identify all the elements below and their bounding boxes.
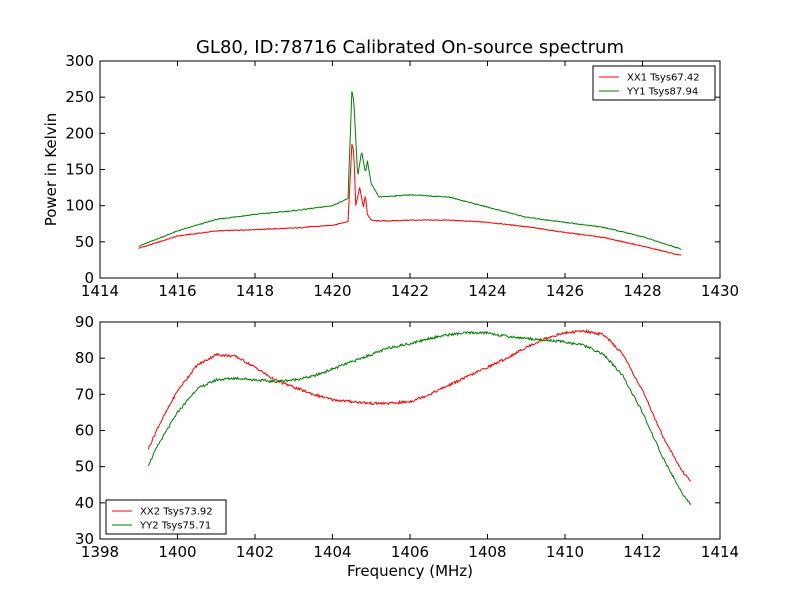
x-tick-label: 1428 <box>623 282 661 300</box>
y-tick-label: 100 <box>65 197 94 215</box>
chart-panel-2: 1398 1400 1402 1404 1406 1408 1410 1412 1414 30 40… <box>75 313 739 580</box>
y-tick-label: 300 <box>65 52 94 70</box>
x-tick-label: 1398 <box>81 543 119 561</box>
x-tick-label: 1420 <box>313 282 351 300</box>
y-tick-label: 250 <box>65 88 94 106</box>
y-tick-label: 0 <box>84 269 94 287</box>
legend-label: XX2 Tsys73.92 <box>140 507 213 518</box>
series-line-1 <box>138 144 682 256</box>
legend-box <box>105 499 227 535</box>
x-tick-label: 1418 <box>236 282 274 300</box>
y-tick-label: 90 <box>75 313 94 331</box>
y-axis-label: Power in Kelvin <box>42 113 60 227</box>
x-tick-label: 1412 <box>623 543 661 561</box>
x-tick-label: 1404 <box>313 543 351 561</box>
x-tick-label: 1422 <box>391 282 429 300</box>
x-tick-label: 1416 <box>158 282 196 300</box>
y-tick-label: 150 <box>65 161 94 179</box>
legend: XX2 Tsys73.92 YY2 Tsys75.71 <box>105 499 227 535</box>
chart-panel-1: 1414 1416 1418 1420 1422 1424 1426 1428 1430 0 50 1… <box>42 37 739 300</box>
x-tick-label: 1414 <box>81 282 119 300</box>
y-tick-label: 30 <box>75 530 94 548</box>
series-line-2 <box>147 330 692 506</box>
x-tick-label: 1430 <box>701 282 739 300</box>
x-tick-label: 1410 <box>546 543 584 561</box>
x-tick-label: 1406 <box>391 543 429 561</box>
x-axis-label: Frequency (MHz) <box>347 562 473 580</box>
x-tick-label: 1414 <box>701 543 739 561</box>
x-tick-label: 1408 <box>468 543 506 561</box>
legend: XX1 Tsys67.42 YY1 Tsys87.94 <box>592 65 716 101</box>
legend-box <box>592 65 716 101</box>
x-tick-label: 1424 <box>468 282 506 300</box>
legend-label: XX1 Tsys67.42 <box>627 73 700 84</box>
legend-label: YY1 Tsys87.94 <box>626 87 698 98</box>
x-tick-label: 1426 <box>546 282 584 300</box>
x-tick-label: 1400 <box>158 543 196 561</box>
series-line-1 <box>147 328 692 482</box>
y-tick-label: 60 <box>75 422 94 440</box>
y-tick-label: 40 <box>75 494 94 512</box>
series-line-2 <box>138 91 682 250</box>
y-tick-label: 50 <box>75 233 94 251</box>
y-tick-label: 70 <box>75 385 94 403</box>
chart-title: GL80, ID:78716 Calibrated On-source spec… <box>196 37 624 58</box>
x-tick-label: 1402 <box>236 543 274 561</box>
y-tick-label: 80 <box>75 349 94 367</box>
y-tick-label: 200 <box>65 124 94 142</box>
legend-label: YY2 Tsys75.71 <box>139 521 211 532</box>
y-tick-label: 50 <box>75 458 94 476</box>
